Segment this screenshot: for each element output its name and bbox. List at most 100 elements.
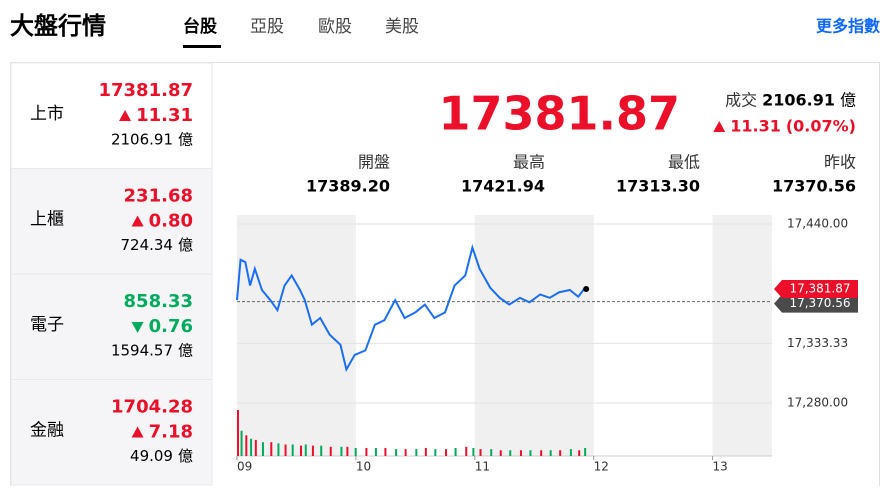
change-pct: (0.07%) xyxy=(786,117,856,136)
volume-bar xyxy=(490,449,493,456)
stat-value: 17370.56 xyxy=(772,177,856,196)
volume-bar xyxy=(365,447,368,456)
volume-bar xyxy=(320,445,323,456)
unit: 億 xyxy=(178,342,193,360)
index-price: 1704.28 xyxy=(111,397,193,418)
last-label: 17,381.87 xyxy=(789,282,850,296)
main-change: 11.31 xyxy=(730,117,781,136)
volume-bar xyxy=(465,446,468,456)
price-line xyxy=(236,243,585,373)
title: 大盤行情 xyxy=(10,12,106,40)
volume-bar xyxy=(404,449,407,456)
reference-flag xyxy=(774,294,858,313)
index-name: 上櫃 xyxy=(30,210,64,230)
reference-label: 17,370.56 xyxy=(789,296,850,310)
volume-bar xyxy=(540,450,543,456)
volume-bar xyxy=(304,444,307,456)
volume-bar xyxy=(250,438,253,456)
unit: 億 xyxy=(840,91,856,110)
session-band xyxy=(712,215,772,456)
volume-bar xyxy=(374,447,377,456)
last-point xyxy=(583,286,590,293)
index-price: 17381.87 xyxy=(98,80,193,101)
volume-bar xyxy=(499,450,502,456)
up-arrow xyxy=(119,110,132,121)
sidebar-item[interactable] xyxy=(10,168,213,275)
index-volume: 1594.57 xyxy=(111,342,173,360)
volume-bar xyxy=(340,446,343,456)
volume-bar xyxy=(254,439,257,456)
up-arrow xyxy=(131,426,144,438)
volume-bar xyxy=(245,435,248,456)
volume-bar xyxy=(479,449,482,456)
volume-bar xyxy=(559,450,562,456)
volume-bar xyxy=(509,450,512,456)
volume-bar xyxy=(300,445,303,456)
x-tick-label: 10 xyxy=(356,460,371,474)
sidebar-item[interactable] xyxy=(10,273,213,380)
index-name: 上市 xyxy=(30,104,64,124)
volume-bar xyxy=(434,449,437,456)
index-change: 7.18 xyxy=(149,422,193,443)
sidebar-item[interactable] xyxy=(10,379,213,486)
down-arrow xyxy=(131,322,144,333)
volume-bar xyxy=(415,449,418,456)
last-flag xyxy=(774,280,858,299)
stat-label: 最高 xyxy=(513,153,545,172)
volume-bar xyxy=(270,442,273,456)
y-tick-label: 17,333.33 xyxy=(787,336,848,350)
volume-bar xyxy=(240,430,243,456)
stat-value: 17421.94 xyxy=(461,177,545,196)
index-change: 0.76 xyxy=(149,316,193,337)
index-price: 858.33 xyxy=(124,291,193,312)
volume-bar xyxy=(261,442,264,456)
y-tick-label: 17,280.00 xyxy=(787,396,848,410)
stat-value: 17389.20 xyxy=(306,177,390,196)
session-band xyxy=(237,215,356,456)
unit: 億 xyxy=(178,131,193,149)
volume-bar xyxy=(569,449,572,456)
tab[interactable]: 歐股 xyxy=(318,17,352,37)
tab-underline xyxy=(183,45,221,48)
volume-bar xyxy=(472,447,475,456)
index-volume: 49.09 xyxy=(130,447,173,465)
volume-bar xyxy=(454,447,457,456)
main-price: 17381.87 xyxy=(438,87,680,141)
x-tick-label: 13 xyxy=(713,460,728,474)
tab[interactable]: 台股 xyxy=(183,16,217,37)
x-tick-label: 09 xyxy=(237,460,252,474)
volume-bar xyxy=(549,450,552,456)
tab[interactable]: 亞股 xyxy=(250,17,284,37)
volume-bar xyxy=(445,449,448,456)
up-arrow xyxy=(713,121,726,132)
unit: 億 xyxy=(178,236,193,254)
volume-bar xyxy=(237,410,239,456)
volume-bar xyxy=(311,445,314,456)
volume-bar xyxy=(277,443,280,456)
volume-bar xyxy=(529,450,532,456)
volume-bar xyxy=(424,447,427,456)
more-link[interactable]: 更多指數 xyxy=(816,17,880,36)
volume-bar xyxy=(329,446,332,456)
stat-label: 開盤 xyxy=(358,153,390,172)
stat-label: 最低 xyxy=(668,153,700,172)
index-volume: 724.34 xyxy=(120,236,173,254)
tab[interactable]: 美股 xyxy=(385,17,419,37)
unit: 億 xyxy=(178,447,193,465)
stat-label: 昨收 xyxy=(824,153,856,172)
index-volume: 2106.91 xyxy=(111,131,173,149)
volume-bar xyxy=(354,447,357,456)
volume-bar xyxy=(284,444,287,456)
index-name: 金融 xyxy=(30,421,64,441)
volume-bar xyxy=(584,447,587,456)
volume-bar xyxy=(384,447,387,456)
x-tick-label: 11 xyxy=(475,460,490,474)
index-change: 0.80 xyxy=(149,211,193,232)
volume-label: 成交 xyxy=(725,91,757,110)
x-tick-label: 12 xyxy=(594,460,609,474)
stat-value: 17313.30 xyxy=(616,177,700,196)
session-band xyxy=(474,215,594,456)
volume-bar xyxy=(346,446,349,456)
volume-bar xyxy=(291,444,294,456)
